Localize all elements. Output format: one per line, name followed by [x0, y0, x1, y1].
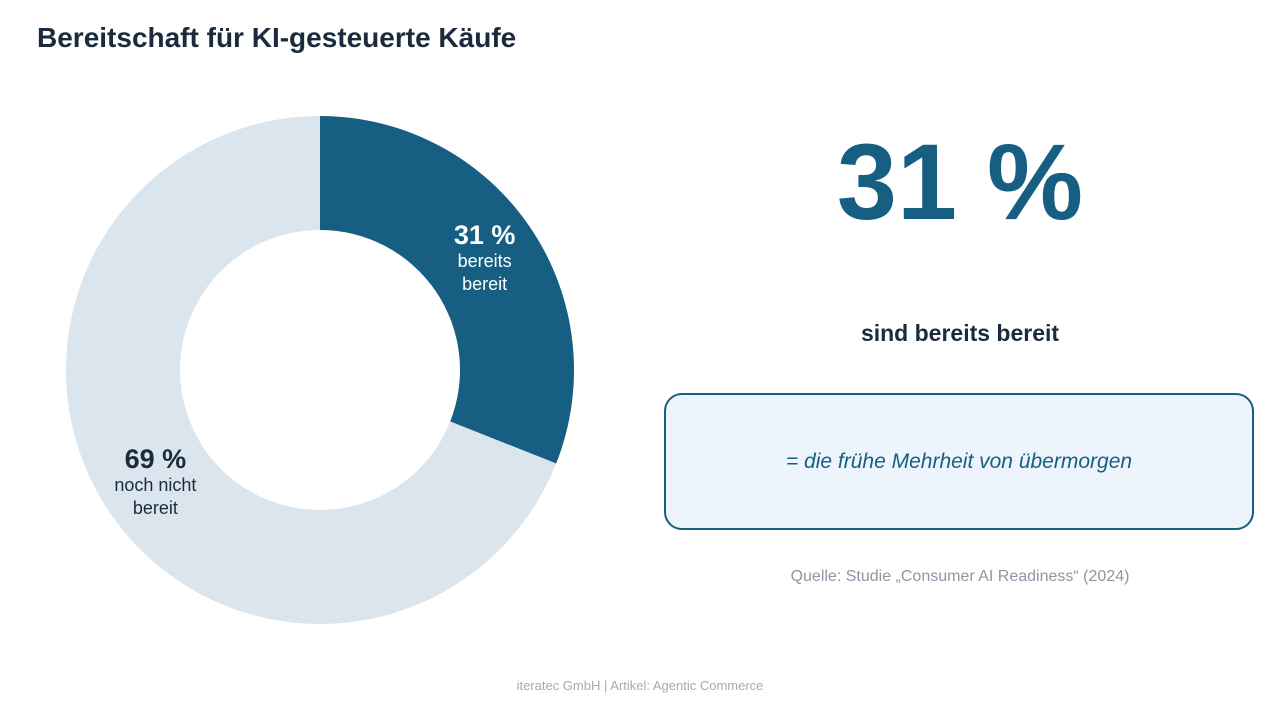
callout-text: = die frühe Mehrheit von übermorgen: [785, 449, 1133, 473]
page-title: Bereitschaft für KI-gesteuerte Käufe: [37, 22, 517, 53]
footer: iteratec GmbH | Artikel: Agentic Commerc…: [516, 678, 764, 693]
donut-slice-1: [66, 116, 557, 624]
highlight-value: 31 %: [836, 121, 1084, 242]
slice-percent-label: 69 %: [125, 444, 187, 474]
slice-category-label: noch nicht: [114, 475, 196, 495]
slice-category-label: bereit: [462, 274, 507, 294]
source-note: Quelle: Studie „Consumer AI Readiness“ (…: [790, 568, 1130, 585]
highlight-subtitle: sind bereits bereit: [860, 320, 1060, 346]
slice-category-label: bereits: [458, 251, 512, 271]
slice-percent-label: 31 %: [454, 220, 516, 250]
donut-chart: 31 %bereits bereit 69 %noch nicht bereit: [66, 116, 574, 624]
slice-label-1: 69 %noch nicht bereit: [114, 444, 196, 518]
slice-category-label: bereit: [133, 498, 178, 518]
donut-slice-0: [320, 116, 574, 464]
callout-box: = die frühe Mehrheit von übermorgen: [664, 393, 1254, 530]
slice-label-0: 31 %bereits bereit: [454, 220, 516, 294]
